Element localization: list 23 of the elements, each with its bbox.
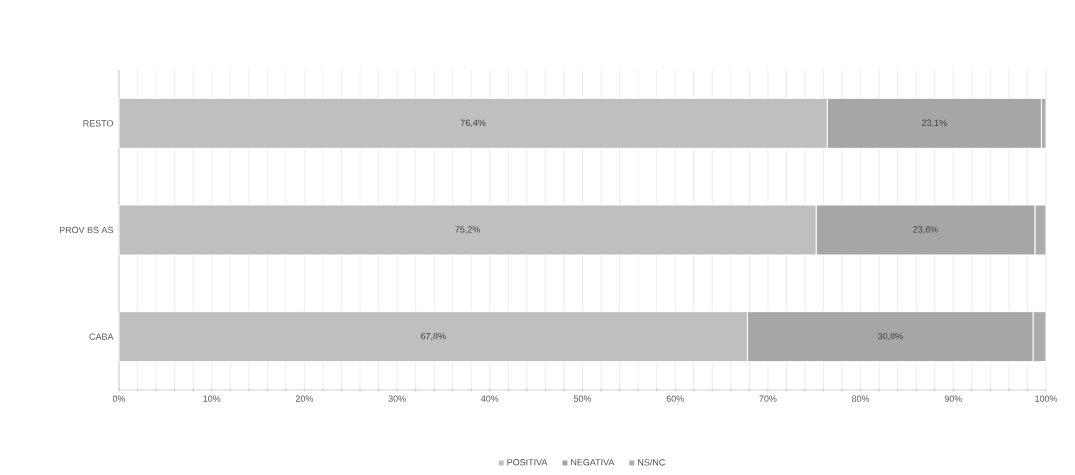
x-tick-label: 60%: [666, 395, 684, 402]
x-tick-label: 40%: [481, 395, 499, 402]
x-tick-label: 0%: [112, 395, 126, 402]
legend-label: POSITIVA: [507, 459, 548, 466]
data-label: 30,8%: [877, 332, 903, 341]
x-tick-label: 30%: [388, 395, 406, 402]
y-tick-label: CABA: [89, 333, 114, 340]
data-label: 23,1%: [922, 119, 947, 128]
data-label: 23,6%: [913, 226, 938, 234]
y-tick-label: PROV BS AS: [59, 226, 114, 234]
x-tick-label: 50%: [573, 395, 592, 402]
x-tick-label: 70%: [759, 395, 777, 402]
x-tick-label: 90%: [944, 395, 962, 402]
data-label: 67,8%: [421, 332, 446, 341]
data-label: 75,2%: [455, 226, 480, 234]
x-tick-label: 80%: [852, 395, 870, 402]
x-tick-label: 10%: [203, 395, 221, 402]
legend-label: NS/NC: [638, 458, 665, 466]
x-tick-label: 100%: [1035, 395, 1058, 402]
legend-label: NEGATIVA: [571, 459, 615, 466]
x-tick-label: 20%: [295, 395, 314, 402]
data-label: 76,4%: [460, 119, 486, 128]
y-tick-label: RESTO: [83, 120, 114, 127]
